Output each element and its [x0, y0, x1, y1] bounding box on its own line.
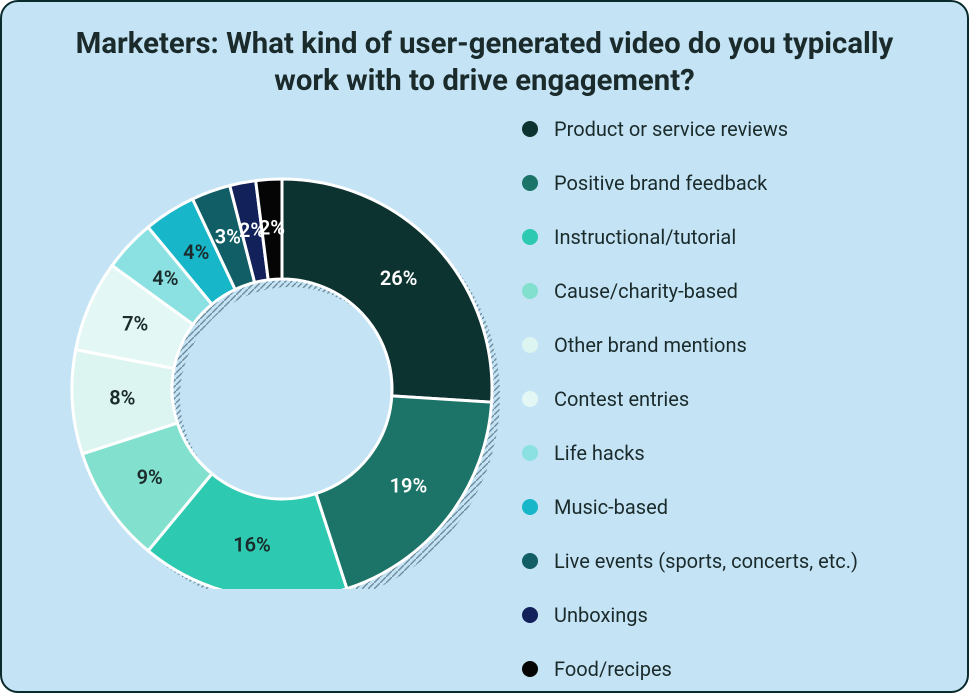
legend-swatch	[522, 229, 538, 245]
legend-item: Food/recipes	[522, 657, 937, 681]
legend-swatch	[522, 661, 538, 677]
slice-percent-label: 8%	[109, 386, 135, 410]
chart-content-row: 26%19%16%9%8%7%4%4%3%2%2% Product or ser…	[2, 109, 967, 681]
legend-label: Life hacks	[554, 441, 645, 465]
slice-percent-label: 4%	[183, 241, 209, 265]
legend-item: Live events (sports, concerts, etc.)	[522, 549, 937, 573]
legend-swatch	[522, 607, 538, 623]
legend-item: Cause/charity-based	[522, 279, 937, 303]
slice-percent-label: 16%	[233, 533, 271, 557]
legend-swatch	[522, 499, 538, 515]
slice-percent-label: 4%	[152, 266, 178, 290]
legend-label: Product or service reviews	[554, 117, 788, 141]
legend-swatch	[522, 445, 538, 461]
legend-swatch	[522, 553, 538, 569]
chart-card: Marketers: What kind of user-generated v…	[0, 0, 969, 693]
legend-swatch	[522, 337, 538, 353]
legend-label: Music-based	[554, 495, 668, 519]
legend-label: Instructional/tutorial	[554, 225, 736, 249]
slice-percent-label: 2%	[259, 216, 285, 240]
legend-item: Product or service reviews	[522, 117, 937, 141]
legend-label: Cause/charity-based	[554, 279, 738, 303]
slice-percent-label: 3%	[215, 225, 241, 249]
legend-swatch	[522, 391, 538, 407]
legend-item: Contest entries	[522, 387, 937, 411]
legend-item: Other brand mentions	[522, 333, 937, 357]
slice-percent-label: 26%	[380, 266, 418, 290]
slice-percent-label: 7%	[122, 312, 148, 336]
legend-label: Food/recipes	[554, 657, 672, 681]
donut-chart: 26%19%16%9%8%7%4%4%3%2%2%	[32, 109, 512, 589]
chart-legend: Product or service reviews Positive brand…	[512, 109, 937, 681]
slice-percent-label: 19%	[390, 474, 428, 498]
slice-percent-label: 9%	[137, 466, 163, 490]
legend-item: Instructional/tutorial	[522, 225, 937, 249]
legend-label: Live events (sports, concerts, etc.)	[554, 549, 858, 573]
legend-label: Positive brand feedback	[554, 171, 767, 195]
legend-swatch	[522, 175, 538, 191]
legend-label: Unboxings	[554, 603, 648, 627]
legend-label: Other brand mentions	[554, 333, 747, 357]
legend-swatch	[522, 283, 538, 299]
legend-item: Music-based	[522, 495, 937, 519]
legend-label: Contest entries	[554, 387, 689, 411]
legend-item: Life hacks	[522, 441, 937, 465]
chart-title: Marketers: What kind of user-generated v…	[62, 26, 907, 99]
legend-item: Unboxings	[522, 603, 937, 627]
legend-swatch	[522, 121, 538, 137]
legend-item: Positive brand feedback	[522, 171, 937, 195]
